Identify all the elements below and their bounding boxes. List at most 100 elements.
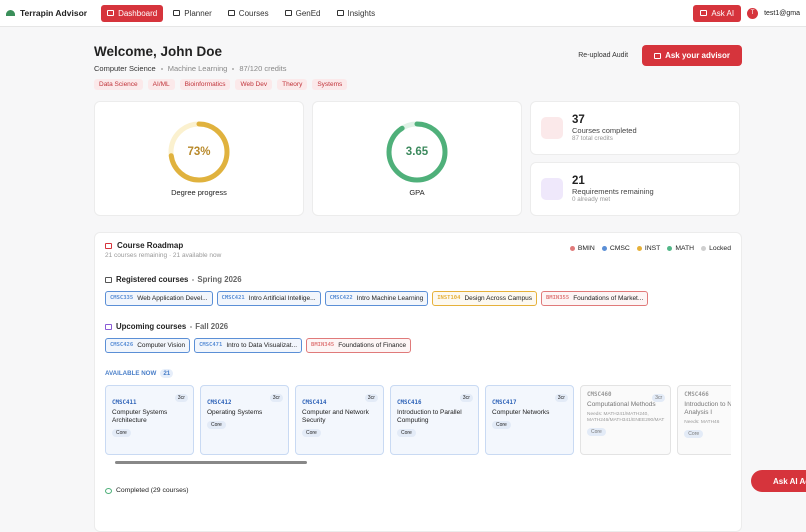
legend-dot <box>569 246 575 251</box>
course-card[interactable]: CMSC414 3cr Computer and Network Security C… <box>295 385 384 455</box>
icon <box>336 10 344 16</box>
roadmap-title: Course Roadmap <box>117 241 184 250</box>
icon <box>105 487 112 494</box>
label: Ask your advisor <box>665 51 730 60</box>
scroll-thumb[interactable] <box>115 461 307 464</box>
legend-item: Locked <box>701 245 731 252</box>
course-chips: CMSC335 Web Application Devel... CMSC421 In… <box>105 291 731 306</box>
legend-label: MATH <box>675 245 695 252</box>
course-card[interactable]: CMSC411 3cr Computer Systems Architecture C… <box>105 385 194 455</box>
gpa-card: 3.65 GPA <box>312 101 522 216</box>
tag[interactable]: Systems <box>312 79 348 90</box>
course-title: Computer Networks <box>492 409 550 416</box>
ring-arc <box>168 121 230 183</box>
course-chip[interactable]: BMIN345 Foundations of Finance <box>306 338 412 353</box>
course-title: Computer Systems Architecture <box>112 409 168 424</box>
course-chip[interactable]: CMSC422 Intro Machine Learning <box>324 291 429 306</box>
course-card[interactable]: CMSC460 3cr Computational Methods Needs: MA… <box>580 385 672 455</box>
ask-ai-button[interactable]: Ask AI <box>693 4 742 22</box>
course-tag: Core <box>207 421 226 429</box>
user-email: test1@gma <box>764 9 800 17</box>
gpa-ring: 3.65 <box>385 120 449 184</box>
tag[interactable]: Theory <box>277 79 308 90</box>
label: Dashboard <box>118 8 158 18</box>
stat-sub: 0 already met <box>572 196 611 203</box>
legend-label: INST <box>644 245 661 252</box>
course-title: Introduction to Parallel Computing <box>397 409 462 424</box>
icon <box>654 52 662 59</box>
section-header: Registered courses Spring 2026 <box>105 275 731 284</box>
floating-ask-ai[interactable]: Ask AI Advisor <box>751 470 806 492</box>
course-code: CMSC416 <box>397 400 422 406</box>
icon <box>107 10 115 16</box>
course-tag: Core <box>684 430 704 438</box>
legend-label: CMSC <box>609 245 630 252</box>
tag[interactable]: Web Dev <box>235 79 273 90</box>
course-code: CMSC466 <box>684 392 709 398</box>
course-chip[interactable]: BMIN355 Foundations of Market... <box>541 291 649 306</box>
label: Planner <box>184 8 212 18</box>
legend-item: MATH <box>667 245 694 252</box>
nav-item[interactable]: Courses <box>222 5 275 22</box>
course-title: Operating Systems <box>207 409 263 416</box>
avatar[interactable]: T <box>747 7 759 19</box>
header-buttons: Re-upload Audit Ask your advisor <box>572 45 742 66</box>
label: Courses <box>238 8 269 18</box>
tag[interactable]: Data Science <box>94 79 143 90</box>
icon <box>105 242 112 249</box>
icon <box>227 10 235 16</box>
nav-right: Ask AI T test1@gma <box>693 4 800 22</box>
icon <box>284 10 292 16</box>
course-chip[interactable]: CMSC471 Intro to Data Visualizat... <box>194 338 303 353</box>
legend-dot <box>701 246 707 251</box>
nav-item[interactable]: Insights <box>331 5 382 22</box>
ask-advisor-button[interactable]: Ask your advisor <box>642 45 742 66</box>
course-needs: Needs: MATH241/MATH240, MATH246/MATH341/… <box>587 412 665 423</box>
course-name: Intro Machine Learning <box>356 295 424 302</box>
separator <box>160 67 163 70</box>
course-credits: 3cr <box>174 394 188 402</box>
tags: Data Science AI/ML Bioinformatics Web Dev Th… <box>94 79 742 90</box>
course-card[interactable]: CMSC412 3cr Operating Systems Core <box>200 385 289 455</box>
course-code: CMSC335 <box>110 295 134 301</box>
course-code: CMSC421 <box>221 295 245 301</box>
course-chip[interactable]: CMSC426 Computer Vision <box>105 338 191 353</box>
course-code: CMSC411 <box>112 400 137 406</box>
stat-label: Requirements remaining <box>572 187 654 196</box>
legend-item: CMSC <box>601 245 630 252</box>
reupload-button[interactable]: Re-upload Audit <box>578 52 629 59</box>
course-chip[interactable]: INST104 Design Across Campus <box>432 291 537 306</box>
logo <box>6 10 15 16</box>
legend-dot <box>601 246 607 251</box>
tag[interactable]: AI/ML <box>147 79 175 90</box>
completed-toggle[interactable]: Completed (29 courses) <box>105 487 731 494</box>
term-label: Fall 2026 <box>195 322 229 331</box>
legend-dot <box>636 246 642 251</box>
nav-item[interactable]: Dashboard <box>101 4 164 22</box>
stat-value: 37 <box>572 114 585 126</box>
course-card[interactable]: CMSC416 3cr Introduction to Parallel Compu… <box>390 385 479 455</box>
main: Welcome, John Doe Computer Science Machin… <box>94 44 742 532</box>
legend-label: BMIN <box>577 245 595 252</box>
tag[interactable]: Bioinformatics <box>179 79 231 90</box>
course-name: Intro to Data Visualizat... <box>226 342 298 349</box>
stat-label: Courses completed <box>572 126 637 135</box>
stat-value: 21 <box>572 175 585 187</box>
major: Computer Science <box>94 64 156 73</box>
progress-ring: 73% <box>167 120 231 184</box>
stat-sub: 87 total credits <box>572 135 613 142</box>
scrollbar[interactable] <box>105 461 731 465</box>
course-card[interactable]: CMSC466 Introduction to Nu Analysis I Need… <box>677 385 731 455</box>
course-card[interactable]: CMSC417 3cr Computer Networks Core <box>485 385 574 455</box>
brand[interactable]: Terrapin Advisor <box>6 8 87 18</box>
course-chip[interactable]: CMSC421 Intro Artificial Intellige... <box>216 291 321 306</box>
gpa-value: 3.65 <box>405 146 429 158</box>
course-tag: Core <box>587 428 606 436</box>
course-code: CMSC417 <box>492 400 517 406</box>
nav-item[interactable]: GenEd <box>279 5 327 22</box>
nav-item[interactable]: Planner <box>167 5 218 22</box>
completed-card: 37 Courses completed 87 total credits <box>530 101 740 155</box>
progress-card: 73% Degree progress <box>94 101 304 216</box>
page: {"nav":{"brand":"Terrapin Advisor","item… <box>0 4 806 532</box>
course-chip[interactable]: CMSC335 Web Application Devel... <box>105 291 213 306</box>
